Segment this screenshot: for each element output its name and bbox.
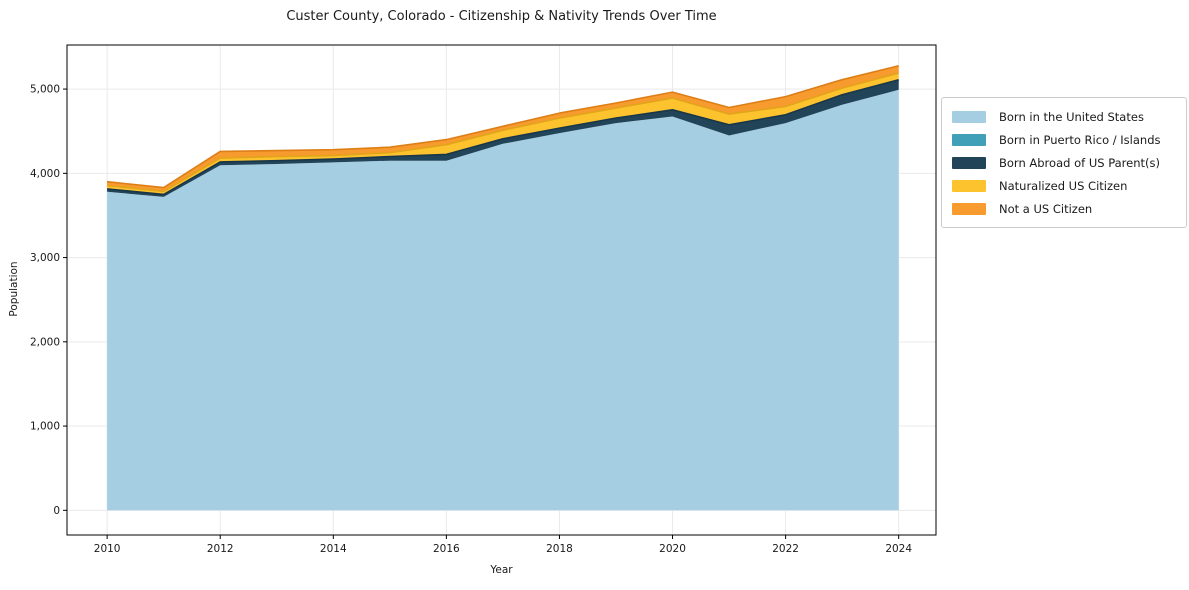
legend-item: Not a US Citizen [952,197,1176,220]
x-tick-label: 2022 [772,543,799,555]
x-tick-label: 2016 [433,543,460,555]
y-tick-label: 3,000 [30,252,60,264]
legend-item: Born in the United States [952,105,1176,128]
x-axis-label: Year [490,564,513,576]
legend-label: Born Abroad of US Parent(s) [999,155,1160,170]
area-edge [107,72,899,193]
y-axis-label: Population [8,261,20,317]
legend-label: Naturalized US Citizen [999,178,1128,193]
legend-swatch [952,156,986,169]
chart-title: Custer County, Colorado - Citizenship & … [286,9,717,24]
legend: Born in the United States Born in Puerto … [941,97,1187,228]
legend-label: Born in Puerto Rico / Islands [999,132,1161,147]
area-band [107,89,899,511]
area-band [107,65,899,192]
legend-label: Born in the United States [999,109,1144,124]
legend-item: Born in Puerto Rico / Islands [952,128,1176,151]
legend-swatch [952,110,986,123]
y-tick-label: 0 [53,505,60,517]
y-tick-label: 1,000 [30,421,60,433]
y-tick-label: 5,000 [30,84,60,96]
x-tick-label: 2010 [94,543,121,555]
legend-item: Naturalized US Citizen [952,174,1176,197]
area-edge [107,79,899,196]
area-series [107,65,899,511]
y-tick-label: 2,000 [30,336,60,348]
x-tick-label: 2020 [659,543,686,555]
plot-border [66,44,937,536]
area-edge [107,65,899,189]
legend-swatch [952,179,986,192]
area-band [107,73,899,195]
y-tick-label: 4,000 [30,168,60,180]
legend-label: Not a US Citizen [999,201,1093,216]
x-tick-label: 2012 [207,543,234,555]
x-tick-label: 2018 [546,543,573,555]
axes-ticks: 2010 2012 2014 2016 2018 2020 2022 2024 0 1,000 2,… [30,84,912,555]
legend-swatch [952,133,986,146]
legend-swatch [952,202,986,215]
x-tick-label: 2024 [885,543,912,555]
x-tick-label: 2014 [320,543,347,555]
legend-item: Born Abroad of US Parent(s) [952,151,1176,174]
